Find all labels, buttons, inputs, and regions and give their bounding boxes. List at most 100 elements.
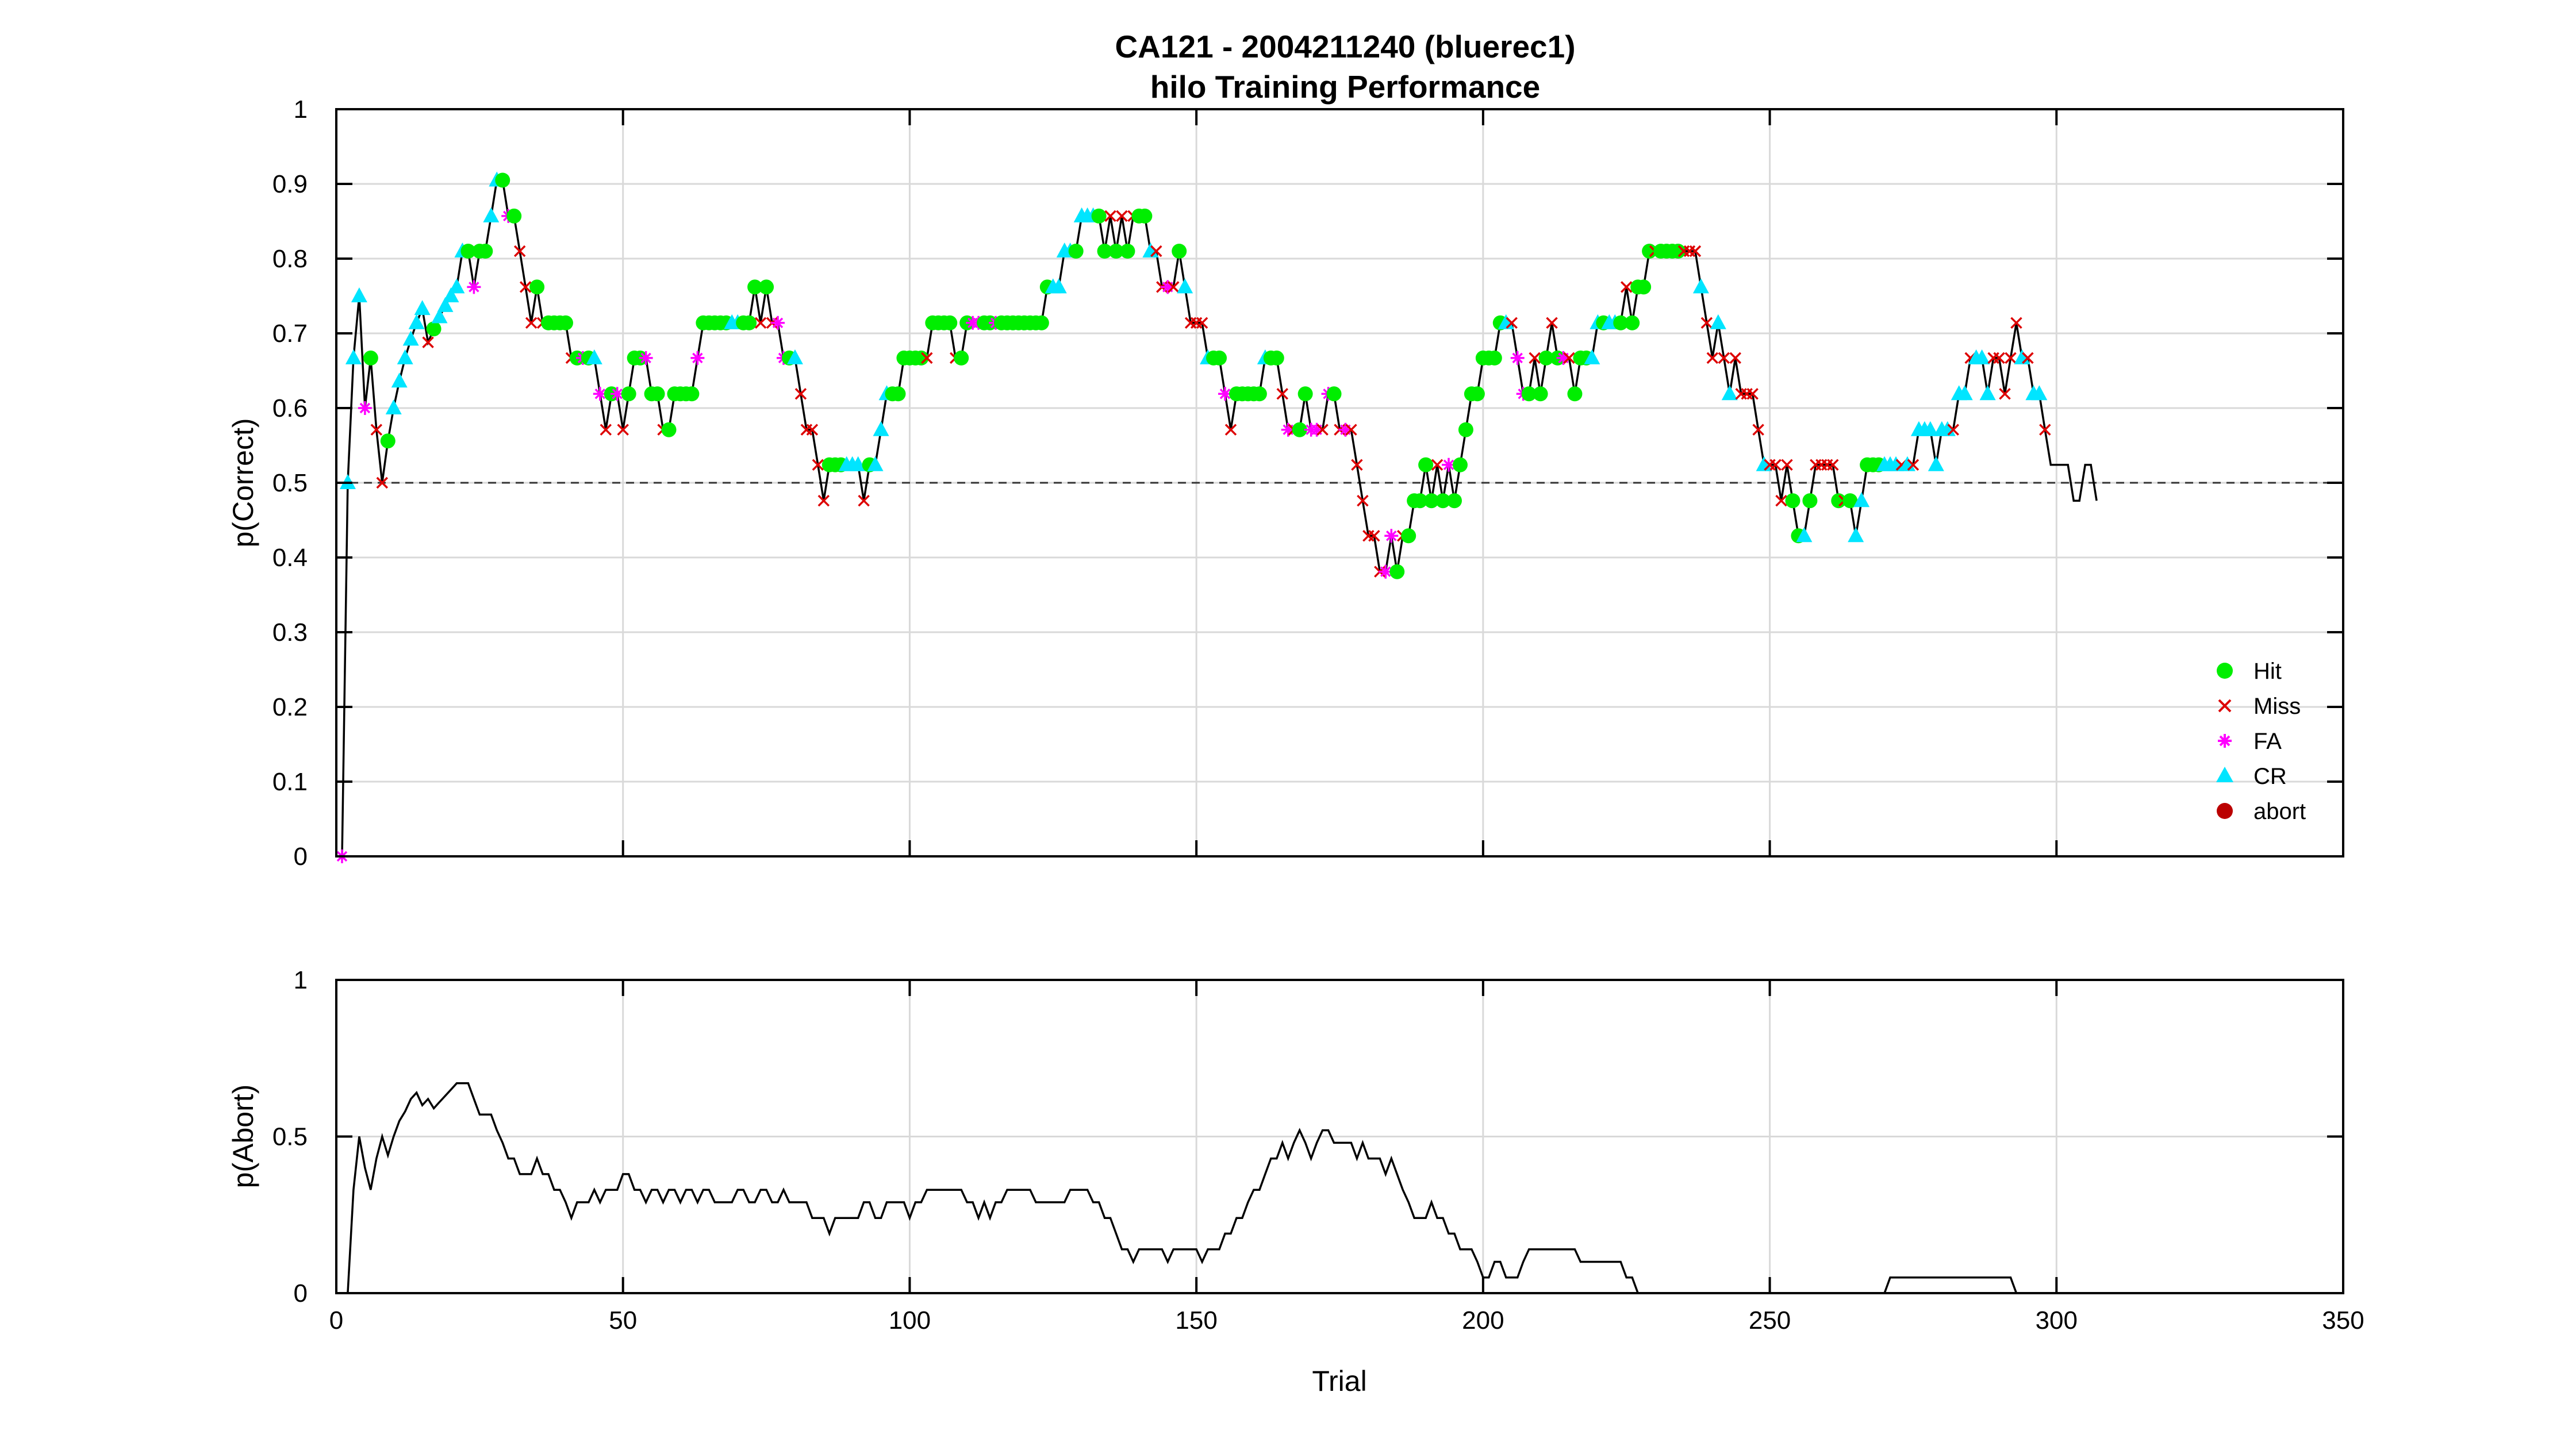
miss-marker: [1706, 352, 1719, 364]
cr-marker: [448, 278, 465, 294]
hit-marker: [1469, 386, 1485, 402]
miss-marker: [754, 317, 767, 329]
legend-hit-label: Hit: [2253, 659, 2282, 684]
p-abort-line: [347, 1082, 2229, 1294]
legend-cr-label: CR: [2253, 764, 2287, 789]
fa-marker: [1218, 387, 1233, 401]
performance-y-tick-label: 0.2: [272, 693, 308, 721]
legend-cr-marker: [2216, 767, 2233, 782]
hit-marker: [1802, 493, 1818, 509]
abort-axes: 0 50 100 150 200 250 300 350 0 0.5 1 p(Abort) Tria…: [227, 966, 2364, 1397]
hit-marker: [1120, 244, 1135, 259]
hit-marker: [759, 279, 774, 295]
cr-marker: [397, 349, 413, 364]
fa-marker: [1379, 564, 1393, 579]
performance-gridlines: [336, 109, 2343, 856]
miss-marker: [806, 424, 819, 436]
hit-marker: [1326, 386, 1342, 402]
hit-marker: [1137, 208, 1153, 224]
miss-marker: [1116, 210, 1128, 222]
miss-marker: [1357, 494, 1369, 507]
hit-marker: [942, 315, 958, 330]
miss-marker: [376, 476, 389, 489]
miss-marker: [519, 281, 532, 293]
performance-y-tick-label: 0.3: [272, 618, 308, 647]
cr-marker: [391, 372, 408, 388]
hit-marker: [684, 386, 700, 402]
fa-marker: [639, 351, 653, 365]
performance-y-tick-label: 0: [294, 843, 308, 871]
miss-marker: [2005, 352, 2017, 364]
fa-marker: [1338, 422, 1353, 437]
hit-marker: [460, 244, 476, 259]
miss-marker: [1546, 317, 1558, 329]
performance-y-tick-label: 0.8: [272, 245, 308, 273]
fa-marker: [358, 401, 372, 415]
fa-marker: [1556, 351, 1571, 365]
legend-fa-label: FA: [2253, 729, 2282, 754]
miss-marker: [1529, 352, 1541, 364]
miss-marker: [1276, 388, 1288, 400]
cr-marker: [443, 287, 459, 302]
legend: Hit Miss FA CR abort: [2216, 659, 2306, 824]
abort-x-tick-label: 350: [2322, 1306, 2364, 1335]
hit-marker: [1625, 315, 1640, 330]
hit-marker: [1613, 315, 1629, 330]
miss-marker: [1752, 424, 1764, 436]
miss-marker: [1718, 352, 1730, 364]
hit-marker: [1424, 493, 1439, 509]
cr-marker: [1710, 314, 1726, 329]
performance-y-tick-label: 0.5: [272, 469, 308, 497]
legend-hit-marker: [2217, 663, 2233, 679]
hit-marker: [1212, 350, 1227, 366]
miss-marker: [513, 245, 526, 257]
cr-marker: [1956, 385, 1973, 401]
cr-marker: [1584, 349, 1600, 364]
hit-marker: [1435, 493, 1451, 509]
trial-axis-label: Trial: [1312, 1365, 1366, 1397]
hit-marker: [1269, 350, 1284, 366]
miss-marker: [1351, 459, 1363, 471]
miss-marker: [2022, 352, 2034, 364]
miss-marker: [1689, 245, 1702, 257]
abort-ticks: 0 50 100 150 200 250 300 350 0 0.5 1: [272, 966, 2364, 1335]
miss-marker: [921, 352, 933, 364]
performance-axes: 0 0.1 0.2 0.3 0.4 0.5 0.6 0.7 0.8 0.9 1 p(Correct)…: [227, 95, 2344, 871]
hit-marker: [380, 433, 396, 449]
fa-marker: [1442, 457, 1456, 472]
miss-marker: [370, 424, 383, 436]
hit-marker: [495, 172, 510, 188]
miss-marker: [2010, 317, 2022, 329]
miss-marker: [1368, 530, 1380, 542]
performance-y-tick-label: 0.6: [272, 394, 308, 422]
miss-marker: [1104, 210, 1116, 222]
fa-marker: [593, 387, 607, 401]
hit-marker: [1670, 244, 1686, 259]
cr-marker: [483, 207, 500, 222]
abort-x-tick-label: 50: [609, 1306, 637, 1335]
cr-marker: [1177, 278, 1193, 294]
cr-marker: [1848, 527, 1864, 543]
cr-marker: [345, 349, 362, 364]
cr-marker: [786, 349, 803, 364]
legend-abort-label: abort: [2253, 799, 2306, 824]
hit-marker: [1446, 493, 1462, 509]
cr-marker: [586, 349, 602, 364]
hit-marker: [506, 208, 522, 224]
miss-marker: [1769, 459, 1782, 471]
hit-marker: [1108, 244, 1124, 259]
miss-marker: [812, 459, 824, 471]
hit-marker: [1097, 244, 1112, 259]
legend-entry-fa: FA: [2218, 729, 2282, 754]
hit-marker: [1389, 564, 1405, 579]
abort-x-tick-label: 250: [1749, 1306, 1791, 1335]
miss-marker: [858, 494, 870, 507]
miss-marker: [617, 424, 629, 436]
p-correct-axis-label: p(Correct): [227, 418, 259, 547]
legend-entry-cr: CR: [2216, 764, 2287, 789]
hit-marker: [558, 315, 573, 330]
cr-marker: [1922, 421, 1938, 436]
miss-marker: [1907, 459, 1919, 471]
abort-y-tick-label: 1: [294, 966, 308, 994]
